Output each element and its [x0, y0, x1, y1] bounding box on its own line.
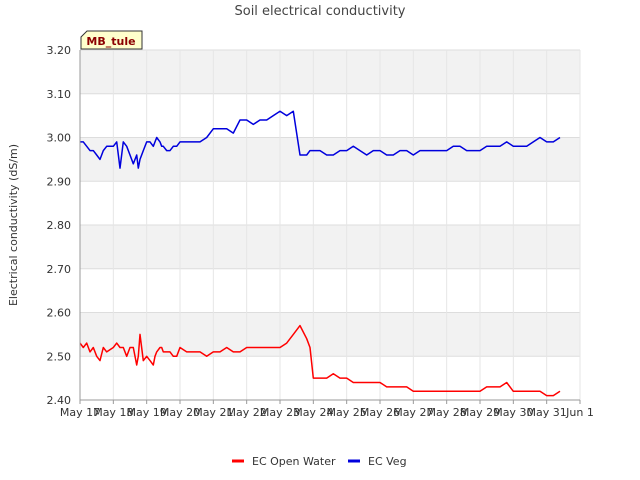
station-label: MB_tule [86, 35, 135, 48]
station-badge: MB_tule [80, 30, 143, 50]
plot-band [80, 312, 580, 357]
x-tick-label: May 21 [193, 406, 233, 419]
plot-band [80, 225, 580, 269]
x-tick-label: May 29 [460, 406, 500, 419]
x-tick-label: May 28 [427, 406, 467, 419]
plot-band [80, 50, 580, 94]
x-tick-label: May 23 [260, 406, 300, 419]
y-tick-label: 3.20 [47, 44, 72, 57]
y-tick-label: 2.80 [47, 219, 72, 232]
station-badge-box [80, 30, 143, 50]
x-tick-label: May 19 [127, 406, 167, 419]
series-line-ec-open-water [79, 324, 561, 397]
legend: EC Open Water EC Veg [232, 455, 407, 468]
y-tick-label: 2.90 [47, 175, 72, 188]
axes [79, 50, 580, 401]
x-tick-label: May 27 [393, 406, 433, 419]
x-tick-label: May 18 [93, 406, 133, 419]
y-tick-label: 2.40 [47, 394, 72, 407]
x-tick-label: May 30 [493, 406, 533, 419]
x-tick-label: Jun 1 [565, 406, 594, 419]
plot-band [80, 137, 580, 182]
x-tick-label: May 26 [360, 406, 400, 419]
plot-band [80, 356, 580, 400]
series-line-ec-veg [80, 110, 561, 169]
x-tick-label: May 25 [327, 406, 367, 419]
plot-band [80, 181, 580, 225]
x-tick-label: May 22 [227, 406, 267, 419]
y-tick-label: 2.50 [47, 350, 72, 363]
y-tick-label: 2.60 [47, 307, 72, 320]
legend-entry: EC Open Water [252, 455, 336, 468]
y-tick-label: 3.00 [47, 132, 72, 145]
plot-background [80, 50, 580, 400]
chart-title: Soil electrical conductivity [234, 4, 405, 19]
x-tick-label: May 20 [160, 406, 200, 419]
x-tick-label: May 31 [527, 406, 567, 419]
series-layer [79, 110, 561, 397]
y-tick-label: 2.70 [47, 263, 72, 276]
legend-entry: EC Veg [368, 455, 407, 468]
y-axis-label: Electrical conductivity (dS/m) [7, 144, 20, 306]
plot-band [80, 268, 580, 313]
y-tick-labels: 2.40 2.50 2.60 2.70 2.80 2.90 3.00 3.10 3.20 [47, 44, 72, 407]
x-tick-label: May 24 [293, 406, 333, 419]
plot-band [80, 93, 580, 138]
x-tick-label: May 17 [60, 406, 100, 419]
y-tick-label: 3.10 [47, 88, 72, 101]
